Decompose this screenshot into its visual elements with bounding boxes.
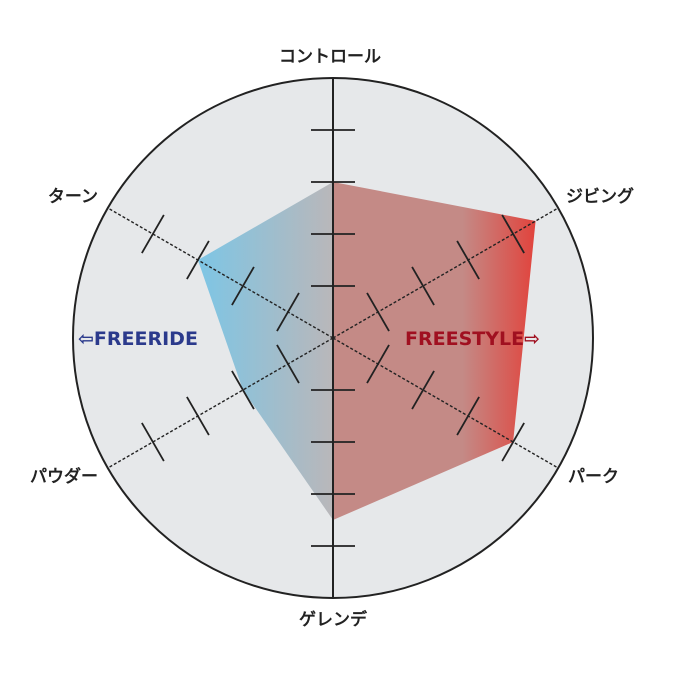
axis-tick xyxy=(456,240,480,280)
axis-tick xyxy=(411,370,435,410)
axis-tick xyxy=(186,396,210,436)
axis-tick xyxy=(231,370,255,410)
axis-line xyxy=(107,337,334,469)
axis-tick xyxy=(141,422,165,462)
axis-tick xyxy=(366,292,390,332)
axis-tick xyxy=(141,214,165,254)
axis-label-park: パーク xyxy=(568,467,619,487)
axis-label-powder: パウダー xyxy=(30,466,98,487)
freeride-label: ⇦FREERIDE xyxy=(78,328,198,350)
axis-label-groomer: ゲレンデ xyxy=(299,609,368,630)
axis-tick xyxy=(231,266,255,306)
axis-tick xyxy=(276,344,300,384)
data-polygon xyxy=(197,182,536,520)
axis-tick xyxy=(456,396,480,436)
axis-tick xyxy=(411,266,435,306)
axis-label-control: コントロール xyxy=(279,47,381,67)
axis-tick xyxy=(501,214,525,254)
axis-tick xyxy=(186,240,210,280)
axis-line xyxy=(332,337,559,469)
axis-tick xyxy=(501,422,525,462)
freestyle-label: FREESTYLE⇨ xyxy=(405,328,540,350)
axis-label-jibbing: ジビング xyxy=(566,186,634,207)
axis-tick xyxy=(276,292,300,332)
axis-line xyxy=(332,207,559,339)
axis-tick xyxy=(366,344,390,384)
axis-line xyxy=(107,207,334,339)
axis-label-turn: ターン xyxy=(48,187,98,207)
